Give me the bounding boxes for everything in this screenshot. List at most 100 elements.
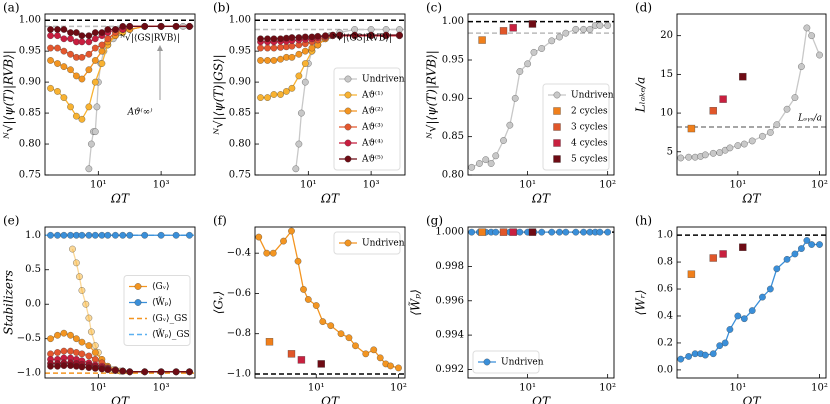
- circle-marker: [685, 153, 693, 161]
- circle-marker: [816, 51, 823, 59]
- circle-marker: [264, 44, 271, 52]
- circle-marker: [91, 349, 99, 356]
- circle-marker: [773, 265, 781, 273]
- circle-marker: [111, 231, 119, 239]
- circle-marker: [134, 283, 142, 290]
- circle-marker: [362, 350, 370, 358]
- plot-frame: [467, 226, 615, 379]
- x-axis-label: ΩT: [531, 395, 551, 404]
- circle-marker: [524, 60, 532, 68]
- circle-marker: [740, 140, 748, 148]
- circle-marker: [677, 355, 685, 363]
- circle-marker: [556, 33, 563, 41]
- circle-marker: [67, 66, 74, 74]
- circle-marker: [387, 362, 394, 370]
- legend: Undriven Aϑ⁽¹⁾ Aϑ⁽²⁾ Aϑ⁽³⁾ Aϑ⁽⁴⁾ Aϑ⁽⁵⁾: [333, 67, 405, 171]
- circle-marker: [104, 366, 112, 374]
- circle-marker: [376, 354, 384, 362]
- circle-marker: [60, 329, 68, 337]
- plot-frame: [254, 13, 406, 176]
- square-marker: [553, 155, 561, 163]
- circle-marker: [67, 231, 74, 239]
- circle-marker: [797, 245, 805, 253]
- circle-marker: [172, 231, 180, 239]
- circle-marker: [709, 350, 717, 358]
- circle-marker: [85, 342, 93, 350]
- legend-label: ⟨Gᵥ⟩_GS: [152, 314, 187, 324]
- circle-marker: [783, 255, 791, 263]
- circle-marker: [47, 335, 54, 343]
- square-marker: [719, 95, 727, 103]
- circle-marker: [803, 24, 811, 32]
- circle-marker: [60, 35, 68, 43]
- y-tick-label: 0.996: [435, 295, 464, 306]
- circle-marker: [791, 94, 799, 102]
- y-tick-label: 0.75: [229, 170, 251, 181]
- legend-label: Aϑ⁽³⁾: [361, 122, 383, 133]
- circle-marker: [548, 228, 556, 236]
- circle-marker: [72, 29, 80, 37]
- circle-marker: [67, 362, 74, 370]
- plot-area: [255, 227, 405, 375]
- circle-marker: [492, 228, 500, 236]
- circle-marker: [60, 231, 68, 239]
- circle-marker: [47, 44, 54, 52]
- circle-marker: [288, 227, 295, 235]
- circle-marker: [277, 55, 284, 63]
- legend-label: ⟨W̃ₚ⟩_GS: [152, 328, 190, 340]
- circle-marker: [67, 331, 74, 339]
- y-tick-label: 1.0: [657, 230, 673, 241]
- circle-marker: [596, 22, 604, 29]
- circle-marker: [596, 228, 604, 236]
- circle-marker: [740, 315, 748, 323]
- circle-marker: [580, 25, 588, 33]
- circle-marker: [292, 165, 300, 173]
- circle-marker: [85, 66, 93, 74]
- circle-marker: [72, 259, 80, 267]
- circle-marker: [72, 112, 80, 120]
- circle-marker: [344, 91, 352, 99]
- y-tick-label: −1.0: [227, 368, 251, 379]
- legend: Undriven 2 cycles 3 cycles 4 cycles 5 cycles: [542, 83, 614, 171]
- circle-marker: [78, 338, 86, 346]
- circle-marker: [54, 60, 61, 67]
- y-tick-label: 1.00: [19, 15, 41, 26]
- circle-marker: [321, 32, 329, 40]
- y-tick-label: 0.8: [657, 257, 673, 268]
- circle-marker: [85, 32, 93, 40]
- circle-marker: [91, 342, 99, 350]
- square-marker: [287, 350, 296, 358]
- circle-marker: [157, 231, 165, 239]
- y-axis-label: ᴺ√|⟨ψ(T)|GS⟩|: [212, 54, 226, 135]
- circle-marker: [295, 34, 303, 41]
- circle-marker: [758, 293, 766, 301]
- circle-marker: [75, 273, 83, 281]
- x-tick-label: 10²: [599, 383, 616, 394]
- square-marker: [478, 36, 486, 44]
- square-marker: [553, 139, 561, 147]
- circle-marker: [280, 237, 287, 245]
- circle-marker: [783, 105, 791, 113]
- circle-marker: [345, 334, 353, 342]
- legend-label: ⟨W̃ₚ⟩: [152, 296, 172, 308]
- panel-label: (f): [213, 214, 227, 228]
- circle-marker: [78, 115, 86, 123]
- circle-marker: [85, 231, 93, 239]
- circle-marker: [104, 35, 112, 43]
- y-tick-label: 0.90: [19, 77, 41, 88]
- plot-area: [677, 234, 826, 363]
- circle-marker: [572, 228, 580, 236]
- circle-marker: [791, 250, 799, 258]
- y-tick-label: 1.00: [229, 15, 251, 26]
- circle-marker: [604, 228, 612, 236]
- circle-marker: [141, 368, 149, 376]
- reference-label: Lₛᵧₛ/a: [797, 114, 822, 124]
- circle-marker: [516, 68, 524, 75]
- y-axis-label: Stabilizers: [2, 270, 16, 335]
- y-tick-label: 0.85: [442, 131, 464, 142]
- plot-area: [677, 24, 826, 162]
- x-axis-label: ΩT: [320, 192, 340, 206]
- circle-marker: [314, 32, 322, 40]
- circle-marker: [395, 364, 402, 372]
- circle-marker: [98, 29, 106, 37]
